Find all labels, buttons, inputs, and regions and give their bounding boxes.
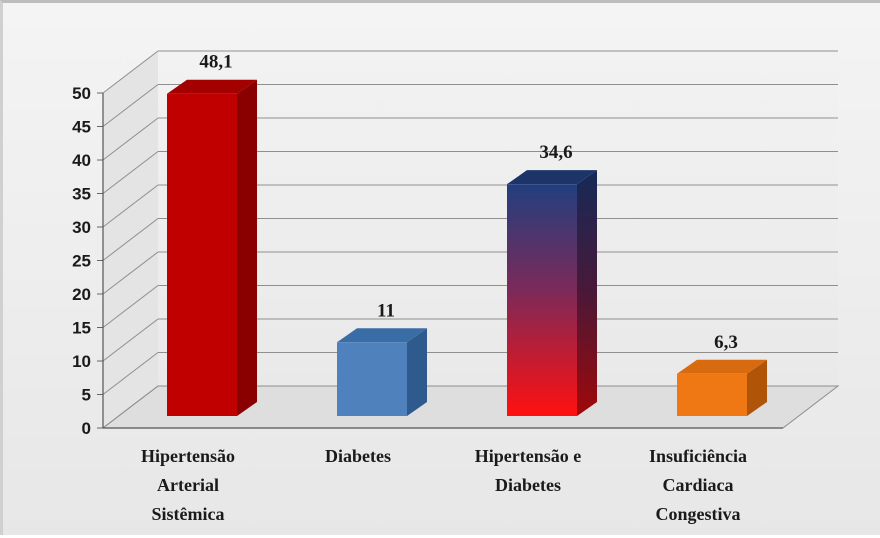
y-tick-label: 25 bbox=[72, 252, 91, 271]
bar-chart: 0 5 10 15 20 25 30 35 40 45 50 48,1 Hipertensão Arter… bbox=[72, 50, 840, 524]
bar-top bbox=[677, 359, 767, 374]
y-tick-label: 20 bbox=[72, 285, 91, 304]
bar-side bbox=[747, 359, 767, 416]
gridline-side bbox=[102, 117, 159, 161]
data-label: 34,6 bbox=[539, 142, 572, 163]
x-tick-label: Arterial bbox=[157, 475, 219, 495]
gridline-side bbox=[102, 151, 159, 194]
x-tick-label: Cardiaca bbox=[663, 475, 734, 495]
x-tick-label: Diabetes bbox=[495, 475, 561, 495]
bar-3 bbox=[507, 170, 597, 416]
x-tick-label: Congestiva bbox=[656, 504, 741, 524]
bar-side bbox=[577, 170, 597, 416]
data-label: 6,3 bbox=[714, 332, 738, 353]
y-tick-label: 40 bbox=[72, 151, 91, 170]
bar-top bbox=[337, 328, 427, 343]
data-label: 11 bbox=[377, 300, 395, 321]
gridline-side bbox=[102, 251, 159, 295]
bar-4 bbox=[677, 359, 767, 416]
bar-top bbox=[167, 79, 257, 94]
y-tick-label: 35 bbox=[72, 185, 91, 204]
x-tick-label: Insuficiência bbox=[649, 446, 747, 466]
bar-1 bbox=[167, 79, 257, 416]
bar-2 bbox=[337, 328, 427, 416]
y-tick-label: 5 bbox=[82, 386, 91, 405]
x-tick-label: Hipertensão bbox=[141, 446, 235, 466]
gridline-side bbox=[102, 218, 159, 261]
y-tick-label: 30 bbox=[72, 218, 91, 237]
bar-front bbox=[507, 184, 577, 416]
x-tick-label: Sistêmica bbox=[152, 504, 225, 524]
gridline-side bbox=[102, 84, 159, 127]
data-label: 48,1 bbox=[199, 52, 232, 73]
x-tick-label: Diabetes bbox=[325, 446, 391, 466]
y-tick-label: 50 bbox=[72, 84, 91, 103]
y-tick-label: 0 bbox=[82, 419, 91, 438]
bar-top bbox=[507, 170, 597, 185]
gridline-side bbox=[102, 184, 159, 228]
y-tick-label: 15 bbox=[72, 319, 91, 338]
gridline-side bbox=[102, 352, 159, 395]
x-tick-label: Hipertensão e bbox=[475, 446, 581, 466]
bar-side bbox=[407, 328, 427, 416]
gridline-side bbox=[102, 318, 159, 362]
gridline-side bbox=[102, 285, 159, 328]
gridline-side bbox=[102, 50, 159, 94]
gridline-side bbox=[102, 385, 159, 429]
bar-side bbox=[237, 79, 257, 416]
bar-front bbox=[167, 93, 237, 416]
y-tick-label: 45 bbox=[72, 118, 91, 137]
bar-front bbox=[337, 342, 407, 416]
bar-front bbox=[677, 373, 747, 416]
y-tick-label: 10 bbox=[72, 352, 91, 371]
